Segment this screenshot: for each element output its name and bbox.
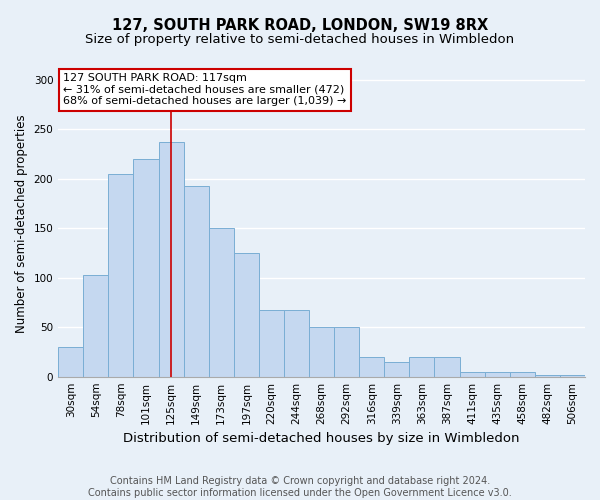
Text: Contains HM Land Registry data © Crown copyright and database right 2024.
Contai: Contains HM Land Registry data © Crown c… [88, 476, 512, 498]
Bar [184, 186, 209, 376]
Bar [309, 327, 334, 376]
Bar [284, 310, 309, 376]
Bar [133, 159, 158, 376]
Bar [485, 372, 510, 376]
X-axis label: Distribution of semi-detached houses by size in Wimbledon: Distribution of semi-detached houses by … [124, 432, 520, 445]
Bar [259, 310, 284, 376]
Bar [209, 228, 234, 376]
Bar [510, 372, 535, 376]
Bar [234, 253, 259, 376]
Bar [359, 357, 385, 376]
Y-axis label: Number of semi-detached properties: Number of semi-detached properties [15, 114, 28, 332]
Bar [158, 142, 184, 376]
Text: 127 SOUTH PARK ROAD: 117sqm
← 31% of semi-detached houses are smaller (472)
68% : 127 SOUTH PARK ROAD: 117sqm ← 31% of sem… [64, 73, 347, 106]
Bar [334, 327, 359, 376]
Bar [434, 357, 460, 376]
Bar [560, 374, 585, 376]
Bar [385, 362, 409, 376]
Bar [535, 374, 560, 376]
Bar [409, 357, 434, 376]
Bar [109, 174, 133, 376]
Bar [460, 372, 485, 376]
Bar [58, 347, 83, 376]
Text: 127, SOUTH PARK ROAD, LONDON, SW19 8RX: 127, SOUTH PARK ROAD, LONDON, SW19 8RX [112, 18, 488, 32]
Bar [83, 275, 109, 376]
Text: Size of property relative to semi-detached houses in Wimbledon: Size of property relative to semi-detach… [85, 32, 515, 46]
